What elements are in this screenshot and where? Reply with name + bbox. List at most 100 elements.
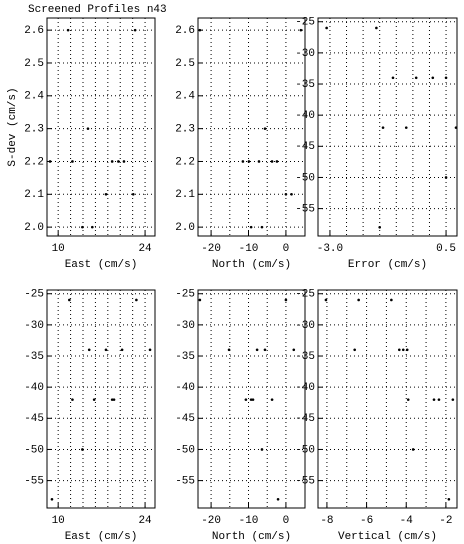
point [284,193,288,196]
point [270,398,274,401]
point [378,225,382,229]
point [401,348,405,352]
point [104,348,108,352]
point [444,176,448,179]
point [198,298,202,302]
point [454,126,458,129]
y-tick-label: 2.2 [175,156,195,168]
y-tick-label: -40 [295,382,315,394]
y-tick-label: 2.6 [175,25,195,37]
point [117,160,120,163]
point [260,225,264,229]
point [405,348,409,352]
x-axis-label: North (cm/s) [212,259,291,271]
point [406,398,410,401]
y-tick-label: 2.5 [24,58,44,70]
point [48,160,52,163]
point [404,126,408,129]
point [292,348,296,352]
y-tick-label: -25 [175,289,195,301]
y-tick-label: 2.4 [175,91,195,103]
y-tick-label: -30 [295,48,315,60]
y-tick-label: -25 [295,289,315,301]
x-tick-label: 0.5 [436,243,456,255]
point [290,193,293,196]
point [260,448,264,451]
y-tick-label: 2.1 [24,189,44,201]
point [135,298,138,302]
y-tick-label: -55 [24,476,44,488]
point [353,348,356,352]
x-axis-label: East (cm/s) [65,259,138,271]
x-tick-label: -20 [201,243,221,255]
x-tick-label: -3.0 [317,243,343,255]
y-tick-label: -45 [24,413,44,425]
y-tick-label: -35 [295,351,315,363]
point [66,28,70,32]
point [249,398,253,401]
x-axis-label: Vertical (cm/s) [338,531,437,543]
x-tick-label: 0 [283,243,290,255]
point [122,160,126,163]
point [447,497,451,501]
point [432,398,436,401]
plot-frame [317,17,458,237]
y-tick-label: -55 [175,476,195,488]
panel: -25 -30 -35 -40 -45 -50 -55 -20 -10 0 North (cm/s) [175,289,306,543]
y-tick-label: -30 [175,320,195,332]
y-tick-label: 2.0 [24,222,44,234]
y-tick-label: 2.2 [24,156,44,168]
page-title: Screened Profiles n43 [28,4,167,16]
plot-frame [46,289,156,509]
point [148,348,152,352]
point [110,398,114,401]
point [257,160,261,163]
y-tick-label: 2.3 [24,124,44,136]
point [112,398,116,401]
x-tick-label: -20 [201,515,221,527]
y-tick-label: 2.4 [24,91,44,103]
x-tick-label: -2 [439,515,452,527]
point [263,348,267,352]
plot-frame [46,17,156,237]
point [270,160,274,163]
y-tick-label: 2.6 [24,25,44,37]
point [325,26,328,30]
plot-frame [317,289,458,509]
y-tick-label: -55 [295,204,315,216]
point [81,448,84,451]
y-tick-label: -45 [295,141,315,153]
y-tick-label: -50 [24,444,44,456]
point [414,76,418,80]
y-tick-label: -30 [24,320,44,332]
y-tick-label: -45 [175,413,195,425]
point [131,193,135,196]
y-tick-label: -55 [295,476,315,488]
y-tick-label: -25 [24,289,44,301]
y-tick-label: -35 [175,351,195,363]
point [324,298,328,302]
point [451,398,455,401]
point [198,28,202,32]
point [390,298,393,302]
point [431,76,435,80]
point [263,127,267,130]
point [86,127,90,130]
y-tick-label: 2.1 [175,189,195,201]
panel: 2.0 2.1 2.2 2.3 2.4 2.5 2.6 -20 -10 0 North (cm/s) [175,17,306,271]
point [276,497,280,501]
point [133,28,137,32]
x-tick-label: -10 [239,243,259,255]
point [249,225,253,229]
y-tick-label: 2.5 [175,58,195,70]
x-tick-label: -8 [320,515,333,527]
panel: -25 -30 -35 -40 -45 -50 -55 -3.0 0.5 Error (cm/s) [295,17,458,271]
point [241,160,245,163]
point [381,126,385,129]
point [391,76,395,80]
point [299,28,303,32]
y-tick-label: -40 [295,110,315,122]
x-axis-label: Error (cm/s) [348,259,427,271]
